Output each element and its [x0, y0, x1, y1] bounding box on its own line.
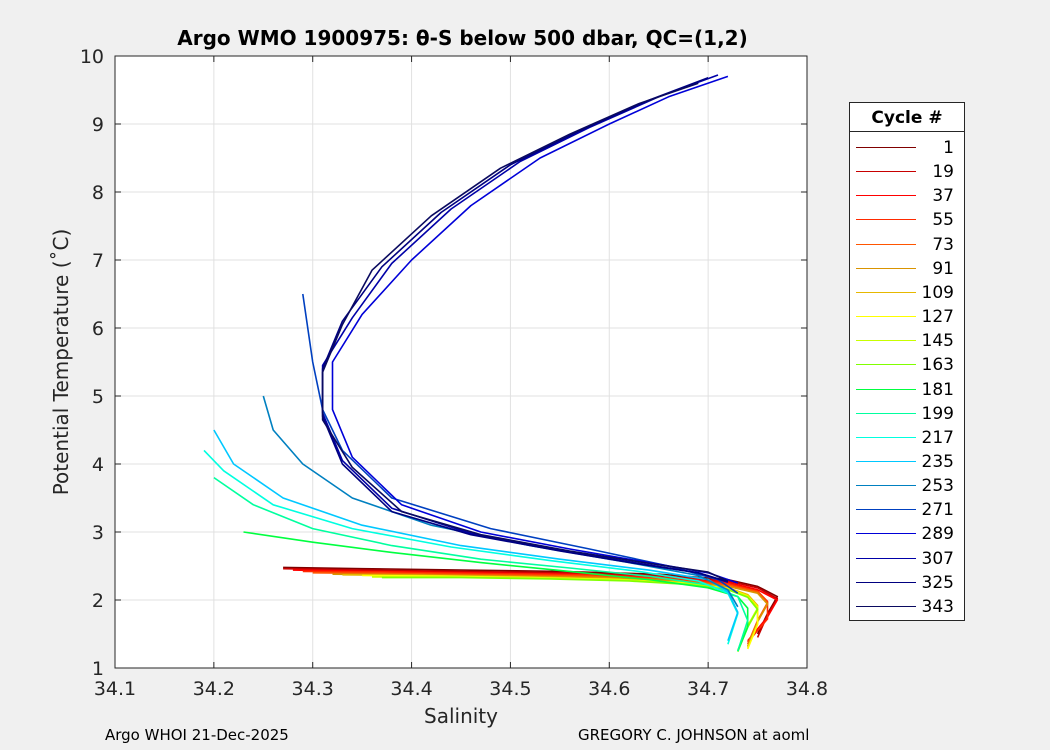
legend-item: 91: [850, 257, 964, 281]
legend-label: 109: [921, 282, 954, 303]
x-tick-label: 34.4: [390, 678, 432, 700]
legend-item: 37: [850, 184, 964, 208]
legend-label: 19: [932, 162, 954, 183]
y-tick-label: 3: [92, 522, 104, 544]
legend-item: 109: [850, 281, 964, 305]
series-line-cycle-289: [331, 75, 739, 584]
x-tick-label: 34.3: [292, 678, 334, 700]
y-axis-label: Potential Temperature (˚C): [49, 229, 73, 496]
legend-label: 253: [921, 476, 954, 497]
series-group: [203, 74, 779, 652]
legend-label: 37: [932, 186, 954, 207]
legend-swatch: [856, 436, 916, 438]
legend-swatch: [856, 219, 916, 221]
legend-swatch: [856, 291, 916, 293]
legend-swatch: [856, 195, 916, 197]
footer-author: GREGORY C. JOHNSON at aoml: [578, 726, 810, 744]
x-tick-label: 34.1: [94, 678, 136, 700]
legend-item: 343: [850, 595, 964, 619]
x-tick-label: 34.8: [786, 678, 828, 700]
series-line-cycle-343: [321, 82, 729, 582]
legend-item: 127: [850, 305, 964, 329]
legend-label: 271: [921, 500, 954, 521]
ticks: 34.1 34.2 34.3 34.4 34.5 34.6 34.7 34.8 1 2 3 4 5 6 7 8…: [80, 46, 828, 700]
legend-item: 289: [850, 522, 964, 546]
y-tick-label: 9: [92, 114, 104, 136]
legend-label: 91: [932, 258, 954, 279]
legend-item: 145: [850, 329, 964, 353]
legend-swatch: [856, 509, 916, 511]
legend-swatch: [856, 243, 916, 245]
legend-item: 1: [850, 136, 964, 160]
legend-item: 217: [850, 426, 964, 450]
series-line-cycle-235: [213, 429, 739, 642]
legend: Cycle # 1 19 37 55 73 91 109 127 145 163 181 199 217…: [849, 102, 965, 621]
y-tick-label: 4: [92, 454, 104, 476]
axes-box: [114, 55, 808, 669]
legend-label: 181: [921, 379, 954, 400]
legend-swatch: [856, 557, 916, 559]
legend-label: 127: [921, 307, 954, 328]
legend-label: 145: [921, 331, 954, 352]
y-tick-label: 2: [92, 590, 104, 612]
legend-swatch: [856, 364, 916, 366]
legend-label: 325: [921, 572, 954, 593]
legend-item: 253: [850, 474, 964, 498]
y-tick-label: 6: [92, 318, 104, 340]
legend-swatch: [856, 316, 916, 318]
series-line-cycle-199: [213, 476, 749, 652]
legend-item: 307: [850, 547, 964, 571]
y-tick-label: 10: [80, 46, 104, 68]
legend-item: 73: [850, 233, 964, 257]
legend-item: 235: [850, 450, 964, 474]
legend-swatch: [856, 340, 916, 342]
legend-item: 325: [850, 571, 964, 595]
legend-label: 55: [932, 210, 954, 231]
y-tick-label: 7: [92, 250, 104, 272]
x-tick-label: 34.6: [588, 678, 630, 700]
legend-label: 1: [943, 138, 954, 158]
legend-swatch: [856, 147, 916, 148]
legend-item: 163: [850, 353, 964, 377]
legend-swatch: [856, 581, 916, 583]
legend-swatch: [856, 267, 916, 269]
x-tick-label: 34.2: [193, 678, 235, 700]
legend-item: 181: [850, 378, 964, 402]
legend-swatch: [856, 412, 916, 414]
x-tick-label: 34.5: [489, 678, 531, 700]
legend-label: 343: [921, 596, 954, 617]
x-tick-label: 34.7: [687, 678, 729, 700]
series-line-cycle-181: [243, 531, 749, 652]
legend-swatch: [856, 460, 916, 462]
y-tick-label: 8: [92, 182, 104, 204]
y-tick-label: 5: [92, 386, 104, 408]
legend-item: 55: [850, 208, 964, 232]
legend-label: 199: [921, 403, 954, 424]
series-line-cycle-19: [283, 567, 779, 638]
legend-swatch: [856, 485, 916, 487]
footer-source-date: Argo WHOI 21-Dec-2025: [105, 726, 289, 744]
legend-item: 271: [850, 498, 964, 522]
legend-label: 163: [921, 355, 954, 376]
y-tick-label: 1: [92, 658, 104, 680]
chart-title: Argo WMO 1900975: θ-S below 500 dbar, QC…: [177, 26, 748, 50]
legend-item: 199: [850, 402, 964, 426]
legend-label: 235: [921, 451, 954, 472]
legend-swatch: [856, 388, 916, 390]
legend-label: 307: [921, 548, 954, 569]
x-axis-label: Salinity: [424, 704, 498, 728]
legend-label: 73: [932, 234, 954, 255]
legend-label: 289: [921, 524, 954, 545]
axes-background: [115, 56, 807, 668]
legend-swatch: [856, 533, 916, 535]
legend-swatch: [856, 605, 916, 607]
legend-swatch: [856, 171, 916, 173]
legend-item: 19: [850, 160, 964, 184]
legend-label: 217: [921, 427, 954, 448]
legend-title: Cycle #: [850, 103, 964, 132]
